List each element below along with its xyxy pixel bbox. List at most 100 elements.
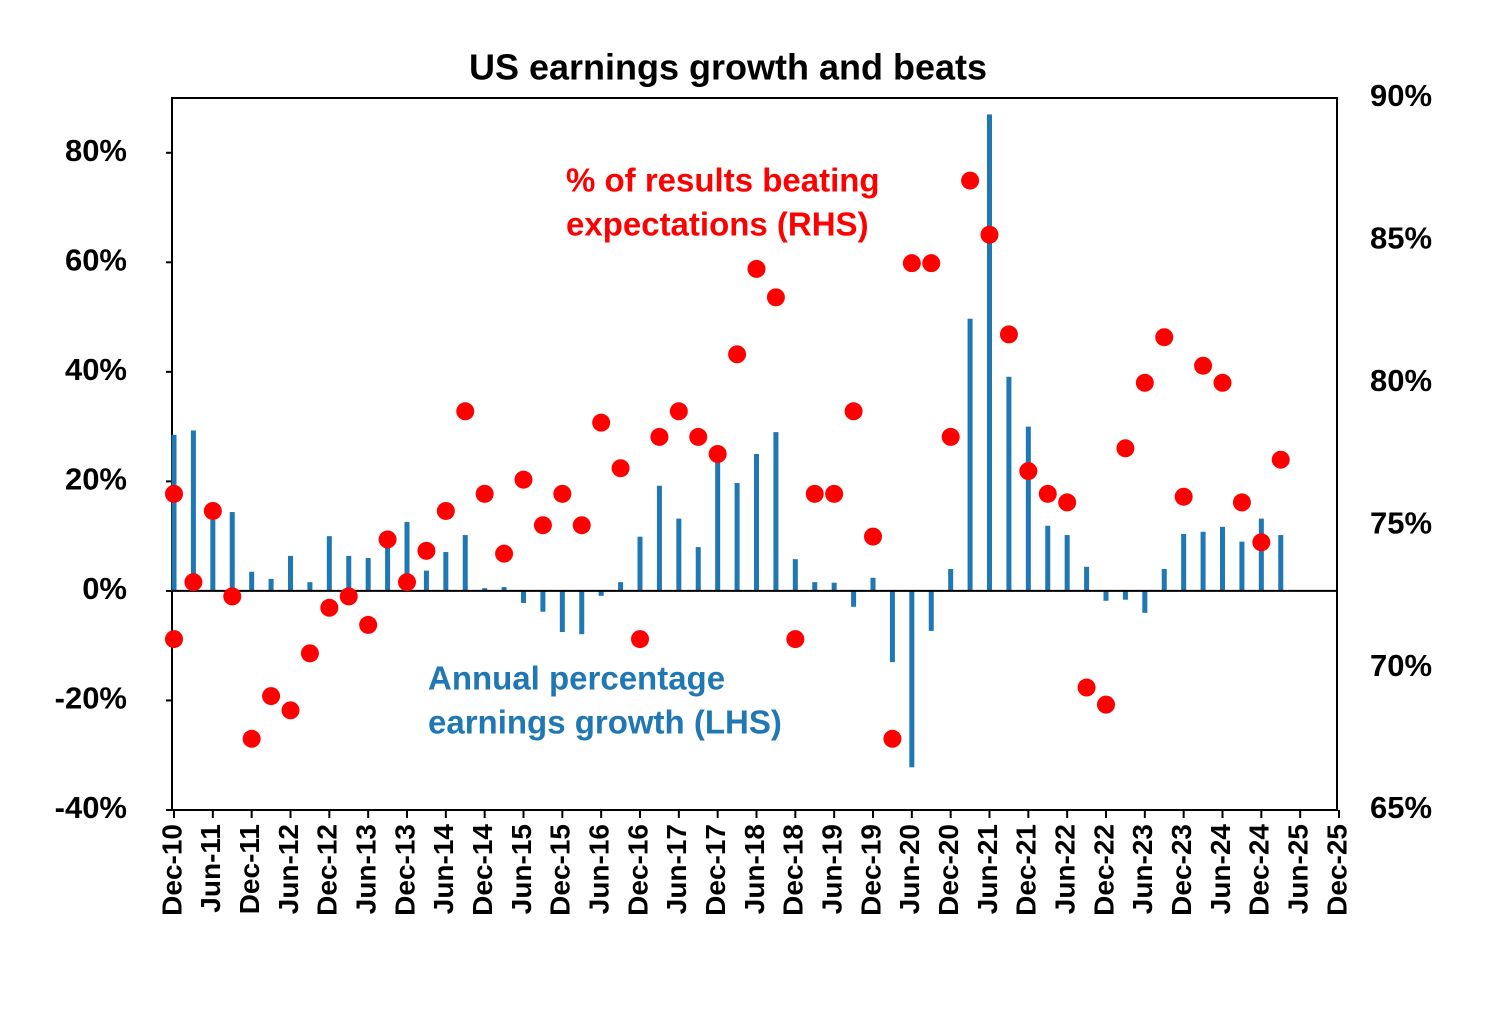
- dot: [398, 573, 416, 592]
- dot: [786, 630, 805, 649]
- dot: [961, 171, 980, 190]
- bar: [1161, 569, 1167, 591]
- x-tick-label: Dec-25: [1321, 824, 1352, 916]
- dot: [553, 484, 572, 503]
- dot: [999, 325, 1018, 344]
- bar: [967, 318, 973, 591]
- annotation: earnings growth (LHS): [428, 704, 782, 741]
- bar: [792, 559, 798, 591]
- bar: [754, 454, 759, 591]
- bar: [559, 590, 565, 632]
- dot: [339, 587, 358, 606]
- dot: [184, 573, 203, 592]
- y-tick-label: 0%: [82, 571, 127, 606]
- y2-tick-label: 65%: [1370, 790, 1432, 825]
- y2-tick-label: 75%: [1370, 505, 1432, 540]
- dot: [1038, 484, 1057, 503]
- dot: [1271, 450, 1290, 469]
- bar: [1258, 518, 1264, 591]
- bar: [715, 460, 721, 591]
- dot: [1077, 678, 1096, 697]
- x-tick-label: Jun-24: [1205, 824, 1236, 915]
- y2-tick-label: 80%: [1370, 363, 1432, 398]
- x-tick-label: Dec-18: [778, 824, 809, 916]
- bar: [521, 590, 526, 603]
- dot: [825, 484, 844, 503]
- dot: [689, 427, 708, 446]
- bar: [889, 590, 895, 663]
- y-tick-label: 60%: [65, 242, 127, 277]
- annotation: % of results beating: [566, 162, 880, 199]
- bar: [618, 582, 624, 591]
- dot: [165, 484, 183, 503]
- bar: [928, 590, 934, 631]
- bar: [404, 521, 410, 591]
- bar: [598, 590, 604, 596]
- bar: [987, 114, 992, 591]
- bar: [1142, 590, 1148, 613]
- x-tick-label: Jun-11: [195, 824, 226, 913]
- x-tick-label: Dec-15: [545, 824, 576, 916]
- bar: [1122, 590, 1128, 600]
- bar: [385, 543, 391, 591]
- bar: [501, 587, 507, 591]
- x-tick-label: Dec-24: [1244, 824, 1275, 916]
- bar: [346, 555, 352, 591]
- dot: [708, 445, 727, 463]
- bar: [1239, 541, 1245, 591]
- dot: [300, 644, 319, 663]
- x-tick-label: Jun-14: [428, 824, 459, 915]
- bar: [656, 485, 662, 591]
- y2-tick-label: 85%: [1370, 221, 1432, 256]
- dot: [922, 254, 941, 273]
- x-tick-label: Dec-20: [933, 824, 964, 916]
- dot: [592, 413, 611, 432]
- x-tick-label: Jun-18: [739, 824, 770, 914]
- dot: [766, 288, 785, 307]
- bar: [288, 555, 293, 591]
- dot: [262, 687, 281, 706]
- y2-tick-label: 90%: [1370, 78, 1432, 113]
- bar: [423, 570, 429, 591]
- x-tick-label: Jun-16: [584, 824, 615, 914]
- bar: [365, 558, 371, 591]
- bar: [1084, 566, 1090, 591]
- dot: [631, 630, 649, 649]
- dot: [1097, 695, 1115, 714]
- x-tick-label: Jun-25: [1283, 824, 1314, 914]
- x-tick-label: Dec-21: [1011, 824, 1042, 916]
- dot: [1232, 493, 1251, 512]
- dot: [1135, 373, 1154, 392]
- bar: [870, 577, 876, 591]
- dot: [203, 501, 222, 520]
- bar: [307, 582, 313, 591]
- dot: [1058, 493, 1077, 512]
- y-tick-label: 20%: [65, 462, 127, 497]
- bar: [540, 590, 546, 612]
- bar: [1025, 426, 1031, 591]
- dot: [475, 484, 494, 503]
- bar: [1064, 535, 1070, 591]
- y-tick-label: 40%: [65, 352, 127, 387]
- dot: [320, 598, 339, 617]
- x-tick-label: Jun-15: [506, 824, 537, 914]
- x-tick-label: Dec-16: [622, 824, 653, 916]
- dot: [533, 516, 552, 535]
- bar: [851, 590, 857, 607]
- dot: [359, 615, 378, 634]
- x-tick-label: Dec-11: [234, 824, 265, 914]
- dot: [902, 254, 921, 273]
- bar: [190, 430, 196, 591]
- x-tick-label: Dec-10: [156, 824, 187, 916]
- x-tick-label: Jun-19: [817, 824, 848, 914]
- x-tick-label: Jun-21: [972, 824, 1003, 914]
- dot: [669, 402, 688, 421]
- x-tick-label: Dec-12: [312, 824, 343, 916]
- x-tick-label: Jun-23: [1127, 824, 1158, 914]
- dot: [1116, 439, 1135, 458]
- dot: [1194, 356, 1213, 375]
- bar: [326, 536, 332, 591]
- dot: [611, 459, 630, 478]
